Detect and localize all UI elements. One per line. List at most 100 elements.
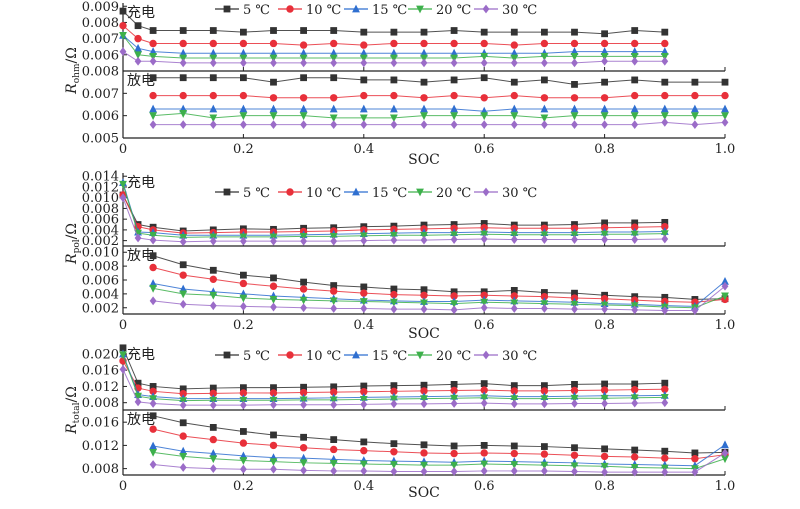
diamond-marker	[661, 117, 669, 127]
diamond-marker	[300, 236, 307, 246]
circle-marker	[239, 279, 248, 288]
x-tick-label: 0.4	[353, 479, 374, 494]
circle-marker	[540, 292, 549, 301]
diamond-marker	[661, 467, 669, 477]
circle-marker	[480, 449, 488, 457]
diamond-marker	[240, 301, 247, 311]
triangle-up-marker	[134, 43, 142, 52]
discharge-label: 放电	[127, 73, 155, 89]
diamond-marker	[360, 236, 368, 246]
triangle-down-marker	[630, 112, 639, 121]
legend: 5 ℃ 10 ℃ 15 ℃ 20 ℃ 30 ℃	[215, 3, 537, 18]
diamond-marker	[601, 304, 608, 314]
square-marker	[119, 7, 127, 15]
series-line	[122, 182, 665, 236]
y-tick-label: 0.005	[82, 132, 119, 147]
diamond-marker	[480, 234, 488, 244]
circle-marker	[661, 39, 669, 48]
diamond-marker	[480, 303, 488, 313]
legend: 5 ℃ 10 ℃ 15 ℃ 20 ℃ 30 ℃	[215, 349, 537, 364]
series-line	[122, 194, 665, 234]
diamond-marker	[420, 58, 428, 68]
triangle-up-marker	[329, 48, 338, 57]
triangle-up-marker	[352, 187, 360, 196]
triangle-down-marker	[450, 112, 458, 121]
diamond-marker	[240, 58, 247, 68]
diamond-marker	[390, 399, 398, 409]
legend-entry: 15 ℃	[372, 349, 407, 364]
diamond-marker	[390, 235, 398, 245]
triangle-down-marker	[540, 114, 549, 123]
square-marker	[510, 287, 518, 294]
x-tick-label: 0.2	[233, 142, 254, 157]
triangle-down-marker	[480, 112, 489, 121]
y-tick-label: 0.012	[82, 180, 119, 195]
diamond-marker	[631, 398, 639, 408]
square-marker	[571, 28, 578, 36]
diamond-marker	[240, 236, 247, 246]
diamond-marker	[601, 56, 608, 66]
square-marker	[390, 440, 398, 448]
circle-marker	[390, 448, 398, 456]
charge-label: 充电	[127, 175, 155, 191]
circle-marker	[480, 386, 488, 394]
diamond-marker	[510, 235, 518, 244]
triangle-down-marker	[480, 460, 489, 469]
series-line	[122, 51, 665, 64]
circle-marker	[390, 91, 398, 100]
diamond-marker	[300, 120, 307, 129]
diamond-marker	[134, 56, 142, 66]
square-marker	[270, 27, 277, 34]
circle-marker	[480, 291, 488, 299]
triangle-down-marker	[480, 298, 489, 307]
circle-marker	[179, 91, 187, 100]
diamond-marker	[480, 120, 488, 129]
diamond-marker	[721, 448, 729, 458]
triangle-up-marker	[420, 104, 428, 113]
series-line	[152, 415, 726, 454]
diamond-marker	[661, 306, 669, 315]
circle-marker	[450, 91, 458, 100]
square-marker	[450, 27, 458, 34]
triangle-up-marker	[359, 104, 368, 113]
square-marker	[480, 74, 488, 82]
triangle-down-marker	[540, 461, 549, 470]
square-marker	[209, 384, 217, 392]
triangle-down-marker	[540, 395, 549, 404]
square-marker	[661, 379, 669, 387]
triangle-down-marker	[119, 180, 127, 189]
diamond-marker	[270, 120, 277, 129]
diamond-marker	[179, 58, 187, 68]
triangle-up-marker	[352, 4, 360, 13]
triangle-down-marker	[660, 230, 669, 239]
x-tick-label: 0.6	[474, 142, 495, 157]
legend-entry: 30 ℃	[502, 3, 537, 18]
circle-marker	[286, 5, 294, 13]
square-marker	[149, 383, 157, 390]
triangle-down-marker	[420, 299, 428, 308]
square-marker	[270, 384, 277, 392]
circle-marker	[510, 41, 518, 49]
square-marker	[450, 288, 458, 296]
diamond-marker	[420, 304, 428, 314]
square-marker	[601, 78, 608, 86]
circle-marker	[661, 454, 669, 462]
square-marker	[661, 293, 669, 301]
triangle-down-marker	[691, 112, 699, 121]
circle-marker	[149, 263, 157, 272]
circle-marker	[450, 39, 458, 48]
square-marker	[360, 438, 368, 446]
circle-marker	[420, 291, 428, 299]
square-marker	[541, 443, 548, 450]
diamond-marker	[209, 400, 217, 410]
circle-marker	[360, 91, 368, 100]
circle-marker	[390, 290, 398, 299]
triangle-down-marker	[239, 112, 248, 121]
diamond-marker	[240, 120, 247, 129]
triangle-down-marker	[209, 114, 218, 123]
diamond-marker	[510, 466, 518, 476]
series-30c	[149, 117, 729, 129]
diamond-marker	[482, 350, 490, 360]
series-line	[122, 194, 665, 232]
circle-marker	[330, 94, 338, 102]
